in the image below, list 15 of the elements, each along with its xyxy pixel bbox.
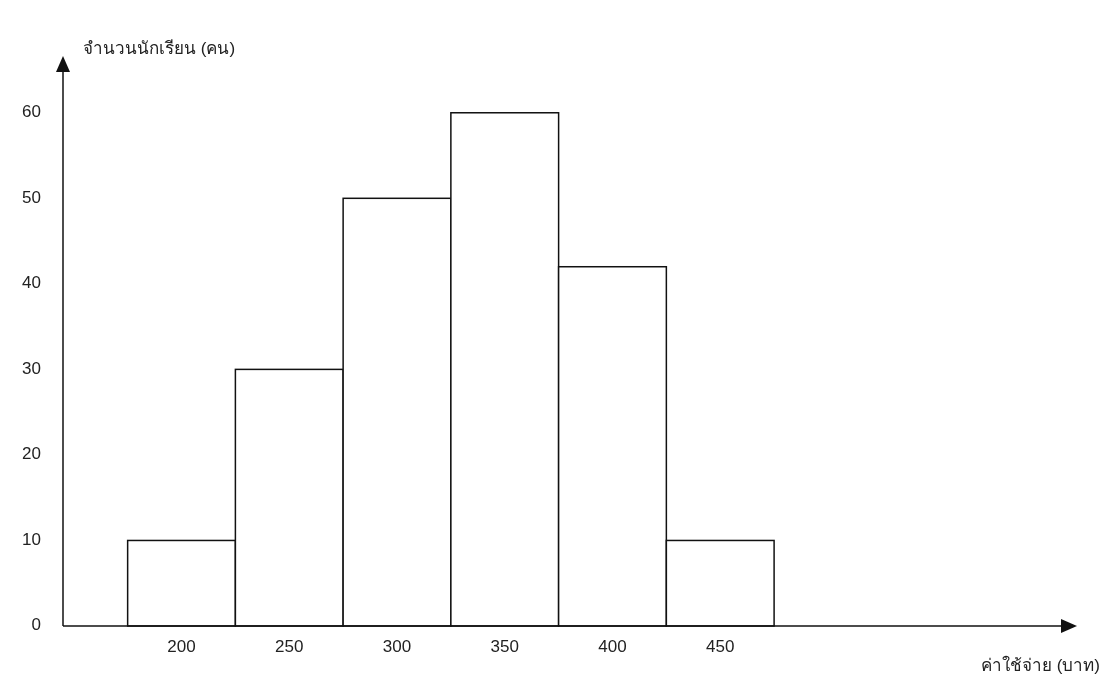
y-tick-label: 60 — [22, 102, 41, 122]
x-tick-label: 200 — [167, 637, 196, 656]
x-tick-label: 250 — [275, 637, 304, 656]
y-tick-label: 50 — [22, 187, 41, 207]
y-tick-label: 0 — [31, 615, 41, 635]
y-tick-label: 30 — [22, 358, 41, 378]
x-axis-title: ค่าใช้จ่าย (บาท) — [980, 655, 1100, 675]
y-tick-label: 20 — [22, 444, 41, 464]
x-tick-label: 400 — [598, 637, 627, 656]
y-tick-label: 40 — [22, 273, 41, 293]
x-tick-label: 300 — [382, 637, 412, 656]
x-tick-label: 350 — [490, 637, 519, 656]
x-tick-label: 450 — [706, 637, 735, 656]
y-tick-label: 10 — [22, 529, 41, 549]
y-axis-title: จำนวนนักเรียน (คน) — [83, 39, 236, 58]
